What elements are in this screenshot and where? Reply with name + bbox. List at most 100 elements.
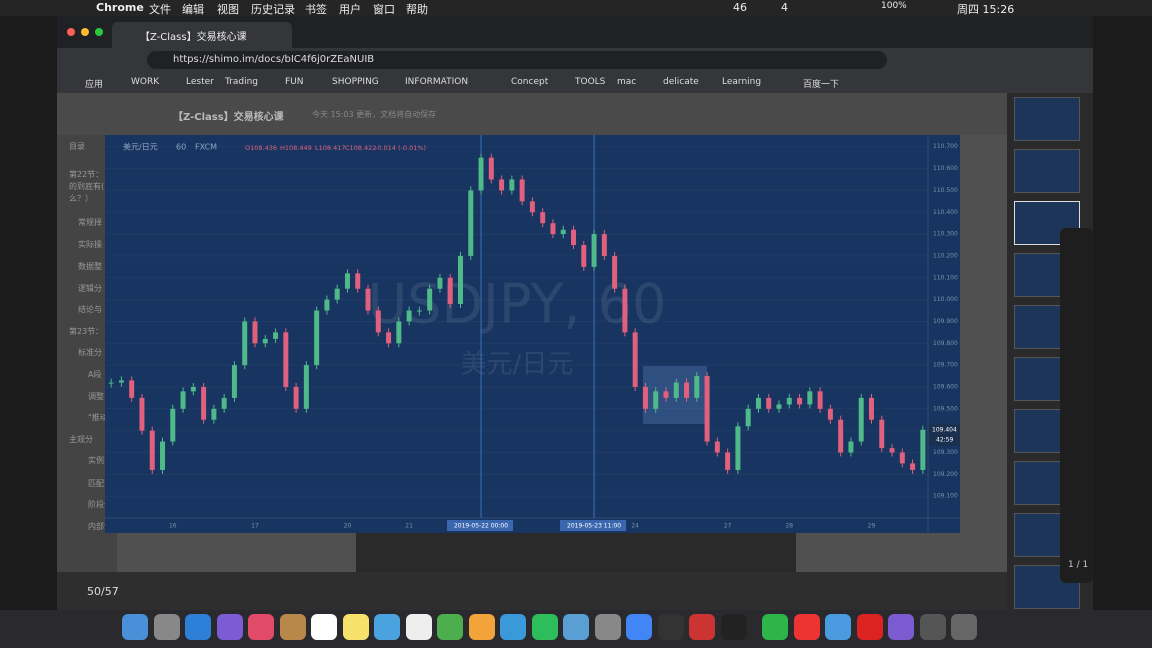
candle bbox=[190, 386, 196, 392]
menu-item[interactable]: 帮助 bbox=[406, 3, 428, 16]
dock-icon[interactable] bbox=[657, 614, 684, 640]
dock-icon[interactable] bbox=[311, 614, 337, 640]
dock-icon[interactable] bbox=[122, 614, 148, 640]
dock-icon[interactable] bbox=[468, 614, 495, 640]
y-tick-label: 110.600 bbox=[933, 165, 958, 172]
dock-icon[interactable] bbox=[689, 614, 715, 640]
toc-item[interactable]: 的到底有( bbox=[69, 182, 105, 191]
app-menu[interactable]: Chrome bbox=[96, 1, 144, 14]
symbol: 美元/日元 bbox=[123, 142, 158, 152]
candle bbox=[776, 404, 782, 409]
dock-icon[interactable] bbox=[594, 614, 621, 640]
toc-item[interactable]: 标准分 bbox=[78, 348, 102, 357]
dock-icon[interactable] bbox=[951, 614, 977, 640]
toc-item[interactable]: 阶段分层 bbox=[88, 500, 120, 509]
close-btn[interactable] bbox=[67, 28, 75, 36]
candle bbox=[386, 332, 392, 344]
thumbnail[interactable] bbox=[1014, 149, 1080, 193]
toc-item[interactable]: 第23节： bbox=[69, 327, 104, 336]
toc-item[interactable]: 实例 bbox=[88, 456, 104, 465]
dock-icon[interactable] bbox=[825, 614, 851, 640]
toc-item[interactable]: 调整 bbox=[88, 392, 104, 401]
bookmark[interactable]: FUN bbox=[285, 77, 304, 87]
dock-icon[interactable] bbox=[919, 614, 946, 640]
ohlc: -0.014 (-0.01%) bbox=[375, 144, 426, 152]
y-tick-label: 110.200 bbox=[933, 252, 958, 259]
dock-icon[interactable] bbox=[563, 614, 589, 640]
bookmark[interactable]: SHOPPING bbox=[332, 77, 379, 87]
toc-item[interactable]: 么？） bbox=[69, 194, 93, 203]
image-below bbox=[356, 533, 796, 573]
menu-item[interactable]: 历史记录 bbox=[251, 3, 295, 16]
toc-item[interactable]: 逻辑分 bbox=[78, 284, 102, 293]
dock-icon[interactable] bbox=[437, 614, 463, 640]
toc-item[interactable]: 内部切面 bbox=[88, 522, 120, 531]
last-price: 109.404 bbox=[932, 426, 957, 433]
max-btn[interactable] bbox=[95, 28, 103, 36]
candle bbox=[303, 365, 309, 409]
toc-item[interactable]: "推动 bbox=[88, 413, 108, 422]
menu-item[interactable]: 文件 bbox=[149, 3, 171, 16]
dock-icon[interactable] bbox=[279, 614, 306, 640]
candle bbox=[324, 299, 330, 311]
tab[interactable]: 【Z-Class】交易核心课 bbox=[112, 22, 292, 48]
candle bbox=[314, 310, 320, 366]
menu-item[interactable]: 编辑 bbox=[182, 3, 204, 16]
bookmark[interactable]: TOOLS bbox=[575, 77, 606, 87]
dock-icon[interactable] bbox=[720, 614, 747, 640]
y-tick-label: 109.900 bbox=[933, 318, 958, 325]
toc-item[interactable]: 实际操 bbox=[78, 240, 102, 249]
bookmark[interactable]: Lester bbox=[186, 77, 214, 87]
candle bbox=[447, 277, 453, 304]
toc-item[interactable]: 数据整 bbox=[78, 262, 102, 271]
toc-item[interactable]: 主观分 bbox=[69, 435, 93, 444]
toc-item[interactable]: 第22节： bbox=[69, 170, 104, 179]
menu-item[interactable]: 书签 bbox=[305, 3, 327, 16]
dock-icon[interactable] bbox=[888, 614, 914, 640]
menu-item[interactable]: 视图 bbox=[217, 3, 239, 16]
candle bbox=[396, 321, 402, 344]
bookmark[interactable]: 应用 bbox=[85, 80, 104, 90]
dock-icon[interactable] bbox=[153, 614, 180, 640]
bookmark[interactable]: WORK bbox=[131, 77, 160, 87]
bookmark[interactable]: Learning bbox=[722, 77, 762, 87]
omnibox[interactable]: https://shimo.im/docs/bIC4f6j0rZEaNUIB bbox=[147, 51, 887, 69]
dock-icon[interactable] bbox=[762, 614, 788, 640]
dock-icon[interactable] bbox=[405, 614, 432, 640]
dock-icon[interactable] bbox=[793, 614, 820, 640]
candle bbox=[252, 321, 258, 344]
candle bbox=[375, 310, 381, 333]
menu-item[interactable]: 用户 bbox=[339, 3, 361, 16]
candle bbox=[262, 338, 268, 344]
dock-icon[interactable] bbox=[248, 614, 274, 640]
toc-item[interactable]: 常规择 bbox=[78, 218, 102, 227]
y-tick-label: 109.800 bbox=[933, 340, 958, 347]
candle bbox=[581, 245, 587, 267]
thumbnail[interactable] bbox=[1014, 97, 1080, 141]
toc-item[interactable]: 匹配 bbox=[88, 479, 104, 488]
toc-item[interactable]: 结论与 bbox=[78, 305, 102, 314]
dock-icon[interactable] bbox=[342, 614, 369, 640]
doc-toolbar: 【Z-Class】交易核心课 今天 15:03 更新，文档将自动保存 bbox=[57, 93, 1007, 135]
status: 4 bbox=[781, 1, 788, 14]
bookmark[interactable]: mac bbox=[617, 77, 637, 87]
candle bbox=[632, 332, 638, 387]
bookmark[interactable]: Concept bbox=[511, 77, 549, 87]
dock-icon[interactable] bbox=[626, 614, 652, 640]
bookmark[interactable]: Trading bbox=[225, 77, 259, 87]
bookmark[interactable]: INFORMATION bbox=[405, 77, 469, 87]
toc-item[interactable]: 目录 bbox=[69, 142, 85, 151]
dock-icon[interactable] bbox=[216, 614, 243, 640]
min-btn[interactable] bbox=[81, 28, 89, 36]
toolbar: https://shimo.im/docs/bIC4f6j0rZEaNUIB bbox=[57, 48, 1093, 72]
dock-icon[interactable] bbox=[374, 614, 400, 640]
menu-item[interactable]: 窗口 bbox=[373, 3, 395, 16]
bookmark[interactable]: delicate bbox=[663, 77, 699, 87]
crosshair-tag bbox=[560, 520, 627, 531]
toc-item[interactable]: A段 bbox=[88, 370, 102, 379]
dock-icon[interactable] bbox=[856, 614, 883, 640]
dock-icon[interactable] bbox=[185, 614, 211, 640]
dock-icon[interactable] bbox=[500, 614, 526, 640]
dock-icon[interactable] bbox=[531, 614, 558, 640]
bookmark[interactable]: 百度一下 bbox=[803, 80, 840, 90]
